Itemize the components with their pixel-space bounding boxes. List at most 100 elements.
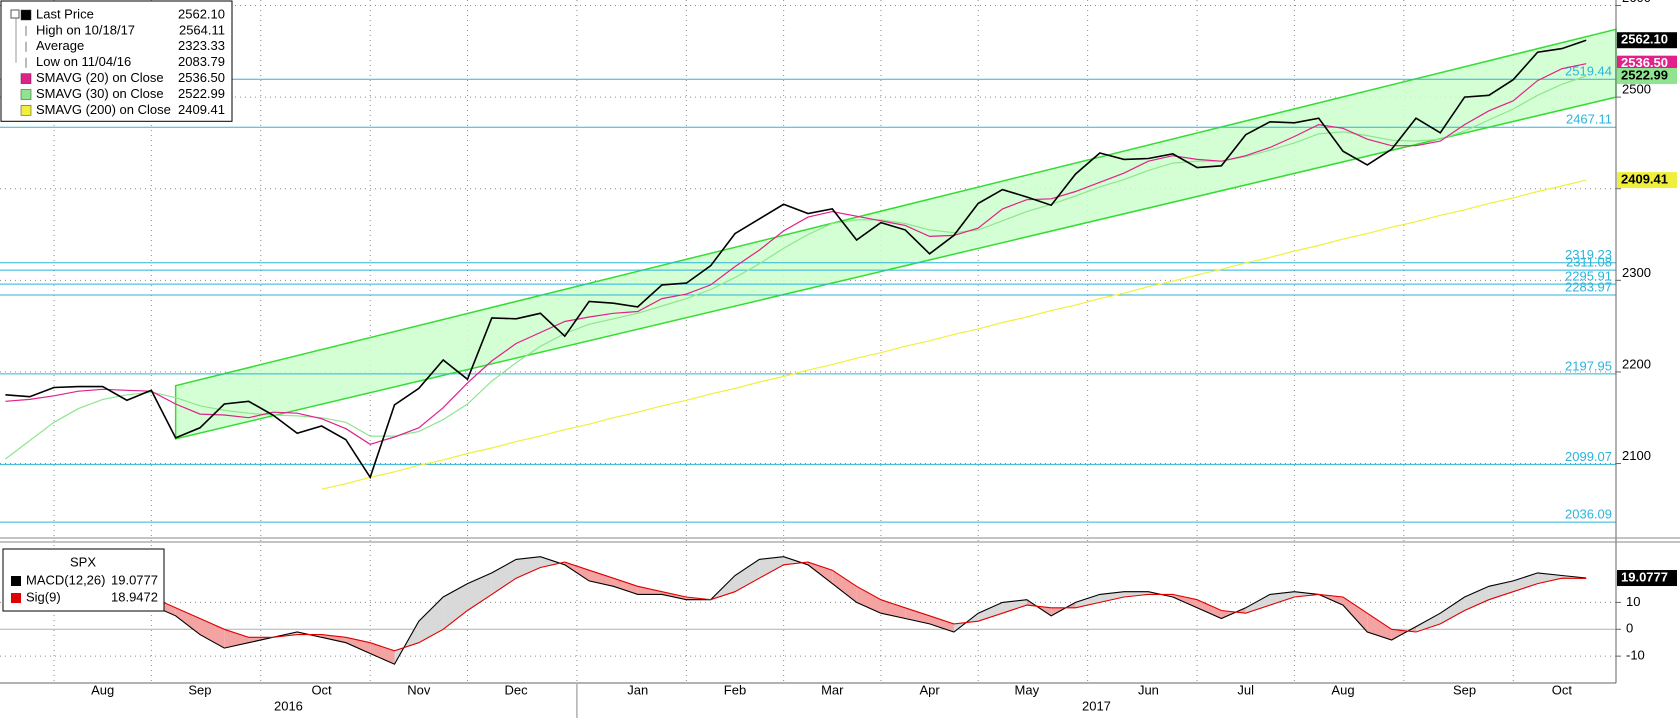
macd-fill (540, 556, 565, 568)
macd-fill (856, 586, 881, 614)
macd-fill (1513, 572, 1538, 592)
value-tag (1617, 68, 1677, 85)
macd-fill (370, 642, 395, 665)
x-tick-label: Sep (1453, 682, 1476, 697)
x-tick-label: Dec (505, 682, 529, 697)
x-tick-label: Jan (627, 682, 648, 697)
macd-fill (1294, 591, 1319, 598)
value-tag (1617, 55, 1677, 72)
macd-fill (1415, 613, 1441, 632)
macd-fill (1099, 591, 1125, 603)
macd-fill (1124, 591, 1149, 598)
legend-name: MACD(12,26) (26, 572, 105, 587)
macd-fill (1270, 591, 1295, 606)
macd-fill (662, 591, 687, 600)
value-tag-label: 2409.41 (1621, 172, 1668, 187)
level-label: 2311.08 (1566, 255, 1612, 270)
legend-swatch (20, 73, 32, 84)
macd-fill (759, 556, 784, 579)
legend-value: 2564.11 (179, 22, 225, 37)
macd-fill (637, 586, 663, 595)
macd-fill (1343, 597, 1368, 632)
y-tick-label: 2600 (1622, 0, 1651, 5)
legend-swatch (11, 576, 21, 586)
macd-fill (443, 583, 468, 630)
level-label: 2036.09 (1565, 507, 1612, 522)
level-label: 2319.23 (1565, 247, 1612, 262)
macd-fill (467, 572, 492, 611)
y-tick-label: 0 (1626, 621, 1633, 636)
x-tick-label: May (1015, 682, 1040, 697)
level-label: 2283.97 (1565, 279, 1612, 294)
macd-fill (978, 602, 1003, 622)
legend-name: SMAVG (30) on Close (36, 86, 164, 101)
legend-name: Last Price (36, 6, 94, 21)
macd-fill (1440, 597, 1465, 624)
y-tick-label: 2100 (1622, 448, 1651, 463)
legend-value: 2522.99 (178, 86, 225, 101)
value-tag (1617, 570, 1677, 587)
macd-fill (1537, 572, 1562, 584)
legend-value: 2409.41 (178, 102, 225, 117)
legend-name: Average (36, 38, 84, 53)
level-label: 2197.95 (1565, 358, 1612, 373)
legend-value: 2562.10 (178, 6, 225, 21)
x-tick-label: Sep (188, 682, 211, 697)
value-tag (1617, 172, 1677, 189)
series-line (5, 556, 1587, 665)
legend-name: SMAVG (20) on Close (36, 70, 164, 85)
legend-name: Low on 11/04/16 (36, 54, 131, 69)
value-tag-label: 2536.50 (1621, 55, 1668, 70)
y-tick-label: 2500 (1622, 82, 1651, 97)
level-label: 2295.91 (1565, 269, 1612, 284)
x-tick-label: Apr (919, 682, 940, 697)
x-tick-label: Feb (724, 682, 746, 697)
macd-fill (1197, 599, 1222, 619)
value-tag-label: 2522.99 (1621, 67, 1668, 82)
macd-fill (1367, 613, 1392, 641)
y-tick-label: 2200 (1622, 356, 1651, 371)
macd-fill (1245, 594, 1271, 614)
legend-swatch (11, 593, 21, 603)
macd-fill (1002, 599, 1027, 614)
macd-fill (929, 615, 954, 632)
level-label: 2519.44 (1565, 64, 1612, 79)
macd-fill (418, 597, 444, 643)
legend-value: 18.9472 (111, 589, 158, 604)
macd-fill (175, 607, 200, 635)
x-tick-label: Mar (821, 682, 844, 697)
macd-fill (1464, 586, 1489, 611)
series-line (5, 561, 1587, 652)
legend-swatch (20, 9, 32, 21)
macd-fill (735, 559, 760, 592)
macd-fill (832, 570, 857, 603)
legend-swatch (20, 89, 32, 100)
value-tag (1617, 32, 1677, 49)
value-tag-label: 2562.10 (1621, 32, 1668, 47)
legend-collapse (10, 9, 20, 19)
x-tick-label: Aug (1331, 682, 1354, 697)
y-tick-label: 10 (1626, 594, 1640, 609)
legend-value: 2083.79 (178, 54, 225, 69)
legend-name: SMAVG (200) on Close (36, 102, 171, 117)
legend-box (0, 0, 233, 122)
level-label: 2467.11 (1566, 112, 1612, 127)
macd-fill (880, 599, 906, 619)
series-line (321, 179, 1587, 490)
legend-value: 2536.50 (178, 70, 225, 85)
macd-fill (1488, 580, 1514, 600)
x-tick-label: Jul (1237, 682, 1254, 697)
macd-fill (1172, 594, 1198, 608)
macd-fill (613, 578, 638, 595)
x-tick-label: Oct (1552, 682, 1573, 697)
legend-title: SPX (70, 554, 96, 569)
y-tick-label: -10 (1626, 648, 1645, 663)
year-label: 2016 (274, 698, 303, 713)
macd-fill (491, 559, 517, 595)
x-tick-label: Nov (407, 682, 431, 697)
legend-swatch (20, 105, 32, 116)
macd-fill (516, 556, 541, 579)
y-tick-label: 2300 (1622, 265, 1651, 280)
legend-name: Sig(9) (26, 589, 61, 604)
